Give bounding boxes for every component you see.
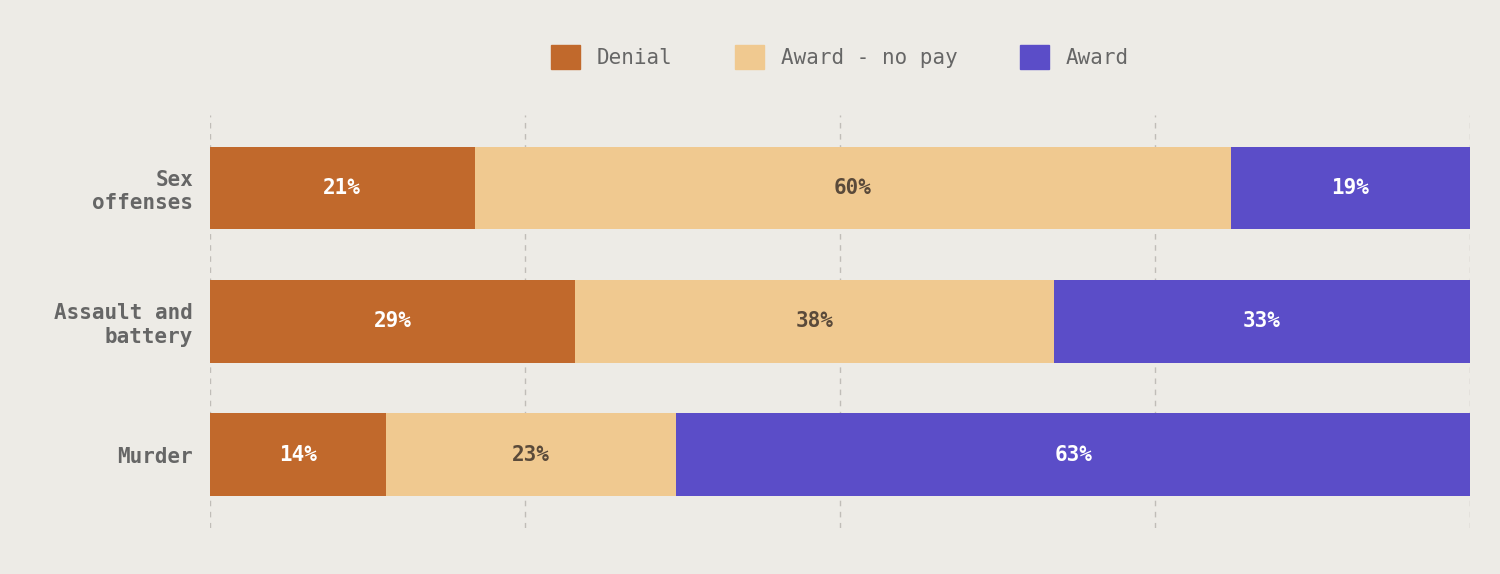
- Text: 14%: 14%: [279, 445, 316, 465]
- Text: 63%: 63%: [1054, 445, 1092, 465]
- Bar: [474, 147, 1230, 230]
- Text: 33%: 33%: [1244, 312, 1281, 331]
- Bar: [676, 413, 1470, 496]
- Text: 29%: 29%: [374, 312, 411, 331]
- Bar: [210, 413, 387, 496]
- Text: 60%: 60%: [834, 178, 872, 198]
- Text: 23%: 23%: [513, 445, 550, 465]
- Bar: [1054, 280, 1470, 363]
- Legend: Denial, Award - no pay, Award: Denial, Award - no pay, Award: [540, 34, 1140, 80]
- Bar: [576, 280, 1054, 363]
- Bar: [210, 147, 474, 230]
- Bar: [387, 413, 676, 496]
- Text: 19%: 19%: [1332, 178, 1370, 198]
- Bar: [210, 280, 576, 363]
- Bar: [1230, 147, 1470, 230]
- Text: 21%: 21%: [324, 178, 362, 198]
- Text: 38%: 38%: [796, 312, 834, 331]
